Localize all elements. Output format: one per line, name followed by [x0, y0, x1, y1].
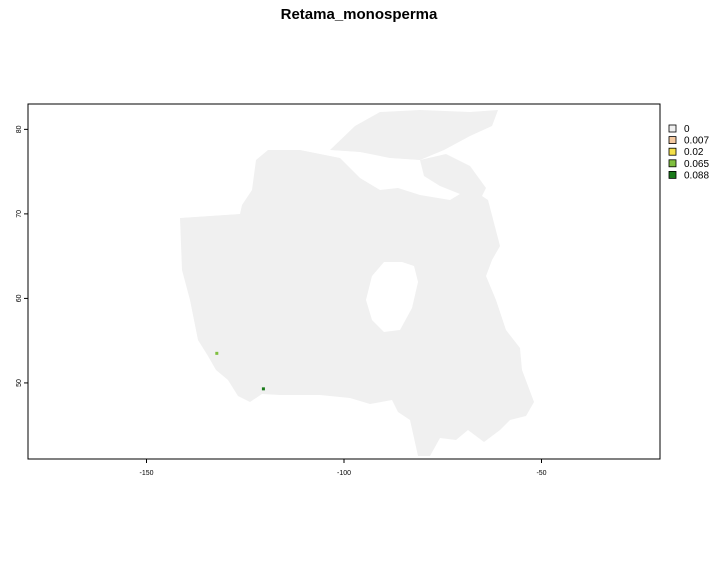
- legend-label: 0.088: [684, 170, 709, 181]
- legend-label: 0.007: [684, 136, 709, 147]
- legend-swatch: [668, 136, 677, 145]
- mainland-shape: [180, 150, 534, 456]
- hudson-bay: [366, 262, 418, 332]
- x-tick-label: -50: [536, 470, 546, 477]
- x-axis: -150 -100 -50: [139, 459, 547, 477]
- y-tick-label: 50: [16, 379, 23, 387]
- occurrence-cell: [215, 351, 219, 355]
- occurrence-layer: [215, 351, 265, 391]
- canada-landmass: [180, 110, 534, 456]
- baffin-island: [420, 154, 486, 200]
- legend-swatch: [668, 147, 677, 156]
- arctic-islands: [330, 110, 498, 160]
- legend-swatch: [668, 170, 677, 179]
- legend-label: 0: [684, 124, 690, 135]
- x-tick-label: -100: [337, 470, 351, 477]
- legend-label: 0.065: [684, 159, 709, 170]
- occurrence-cell: [261, 387, 265, 391]
- y-tick-label: 80: [16, 125, 23, 133]
- y-axis: 50 60 70 80: [16, 125, 28, 387]
- x-tick-label: -150: [139, 470, 153, 477]
- legend-swatch: [668, 124, 677, 133]
- y-tick-label: 70: [16, 210, 23, 218]
- legend-label: 0.02: [684, 147, 704, 158]
- y-tick-label: 60: [16, 294, 23, 302]
- legend-swatch: [668, 159, 677, 168]
- map-title: Retama_monosperma: [280, 6, 438, 23]
